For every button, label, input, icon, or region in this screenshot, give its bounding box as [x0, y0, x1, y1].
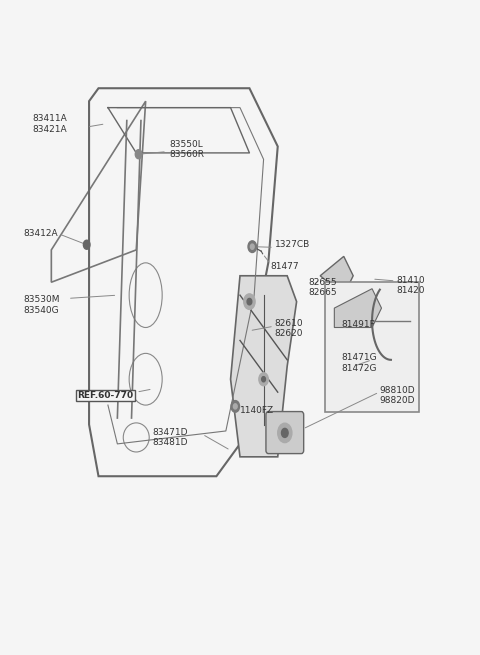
Text: 82655
82665: 82655 82665 [308, 278, 337, 297]
Circle shape [231, 401, 240, 412]
Text: 82610
82620: 82610 82620 [274, 319, 302, 339]
Text: 83471D
83481D: 83471D 83481D [153, 428, 188, 447]
Text: REF.60-770: REF.60-770 [77, 391, 133, 400]
Text: 81491F: 81491F [341, 320, 375, 329]
Circle shape [84, 240, 90, 250]
Text: 83411A
83421A: 83411A 83421A [33, 114, 67, 134]
Circle shape [262, 377, 265, 382]
Text: 1327CB: 1327CB [276, 240, 311, 249]
Text: 83550L
83560R: 83550L 83560R [169, 140, 204, 159]
Polygon shape [320, 256, 353, 295]
FancyBboxPatch shape [325, 282, 419, 411]
Text: 83530M
83540G: 83530M 83540G [23, 295, 60, 314]
Text: 83412A: 83412A [23, 229, 58, 238]
Circle shape [281, 428, 288, 438]
Circle shape [278, 423, 292, 443]
Text: 81410
81420: 81410 81420 [396, 276, 425, 295]
FancyBboxPatch shape [266, 411, 304, 454]
Text: 81471G
81472G: 81471G 81472G [341, 353, 377, 373]
Text: 81477: 81477 [271, 261, 300, 271]
Text: 98810D
98820D: 98810D 98820D [379, 386, 415, 405]
Text: 1140FZ: 1140FZ [240, 406, 274, 415]
Polygon shape [335, 289, 382, 328]
Circle shape [247, 299, 252, 305]
Circle shape [233, 403, 237, 409]
Circle shape [248, 241, 256, 252]
Circle shape [244, 294, 255, 309]
Circle shape [135, 149, 142, 159]
Circle shape [259, 373, 268, 386]
Polygon shape [230, 276, 297, 457]
Circle shape [251, 244, 254, 250]
